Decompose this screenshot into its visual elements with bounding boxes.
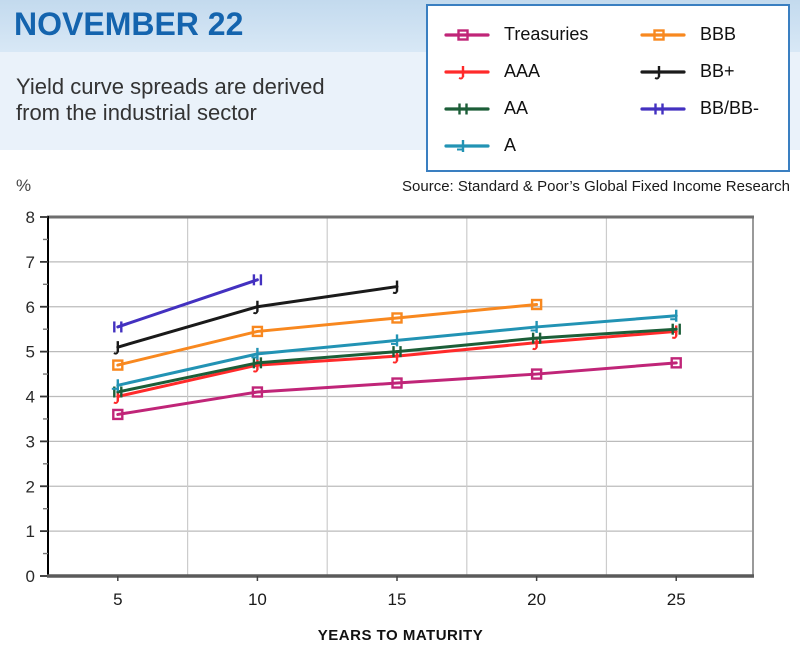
y-axis: 0 1 2 3 4 5 6 7 8 — [26, 208, 49, 586]
y-tick-label: 1 — [26, 522, 35, 541]
x-tick-label: 20 — [527, 590, 546, 609]
plot-border — [47, 215, 754, 576]
series-aa — [113, 323, 681, 398]
y-tick-label: 6 — [26, 298, 35, 317]
legend-item-bb-: BB+ — [640, 53, 788, 90]
legend-item-aaa: AAA — [444, 53, 640, 90]
y-tick-label: 8 — [26, 208, 35, 227]
chart-legend: Treasuries AAA AA A BBB BB+ BB/BB- — [426, 4, 790, 172]
legend-item-a: A — [444, 127, 640, 164]
legend-swatch-icon — [444, 65, 490, 79]
legend-label: AAA — [504, 61, 541, 81]
header: NOVEMBER 22 Yield curve spreads are deri… — [0, 0, 800, 172]
yield-curve-chart: 0 1 2 3 4 5 6 7 8 5 10 15 20 25 YEARS TO MATURITY — [26, 208, 754, 644]
legend-label: BB/BB- — [700, 98, 760, 118]
x-tick-label: 5 — [113, 590, 122, 609]
y-tick-label: 0 — [26, 567, 35, 586]
gridlines — [48, 217, 753, 576]
legend-label: BBB — [700, 24, 737, 44]
subtitle-line-1: Yield curve spreads are derived — [16, 74, 325, 99]
legend-item-bbb: BBB — [640, 16, 788, 53]
legend-column-2: BBB BB+ BB/BB- — [640, 16, 788, 170]
y-tick-label: 2 — [26, 477, 35, 496]
legend-label: BB+ — [700, 61, 735, 81]
y-tick-label: 4 — [26, 388, 35, 407]
y-axis-unit-label: % — [16, 176, 32, 195]
series-treasuries — [112, 357, 682, 421]
source-attribution: Source: Standard & Poor’s Global Fixed I… — [402, 178, 790, 195]
x-axis-title: YEARS TO MATURITY — [318, 627, 483, 644]
legend-swatch-icon — [444, 139, 490, 152]
series-bb- — [113, 280, 399, 355]
y-tick-label: 5 — [26, 343, 35, 362]
legend-swatch-icon — [640, 103, 686, 114]
legend-swatch-icon — [444, 103, 490, 114]
plot-area-wrap: 0 1 2 3 4 5 6 7 8 5 10 15 20 25 YEARS TO MATURITY — [0, 200, 800, 652]
legend-label: AA — [504, 98, 529, 118]
x-axis: 5 10 15 20 25 — [47, 574, 754, 609]
legend-swatch-icon — [640, 65, 686, 79]
legend-swatch-icon — [444, 28, 490, 41]
x-tick-label: 10 — [248, 590, 267, 609]
legend-column-1: Treasuries AAA AA A — [444, 16, 640, 170]
y-tick-label: 3 — [26, 432, 35, 451]
page-title: NOVEMBER 22 — [14, 6, 244, 42]
legend-label: Treasuries — [504, 24, 589, 44]
legend-item-treasuries: Treasuries — [444, 16, 640, 53]
series-a — [111, 309, 678, 392]
x-tick-label: 25 — [667, 590, 686, 609]
y-tick-label: 7 — [26, 253, 35, 272]
chart-top-row: % Source: Standard & Poor’s Global Fixed… — [0, 176, 800, 200]
chart-subtitle: Yield curve spreads are derived from the… — [0, 52, 800, 126]
legend-item-bb-bb-: BB/BB- — [640, 90, 788, 127]
series-bb-bb- — [113, 274, 263, 333]
series-bbb — [112, 298, 543, 371]
legend-label: A — [504, 135, 517, 155]
legend-swatch-icon — [640, 28, 686, 41]
legend-item-aa: AA — [444, 90, 640, 127]
x-tick-label: 15 — [388, 590, 407, 609]
series-aaa — [113, 325, 678, 404]
subtitle-line-2: from the industrial sector — [16, 100, 257, 125]
